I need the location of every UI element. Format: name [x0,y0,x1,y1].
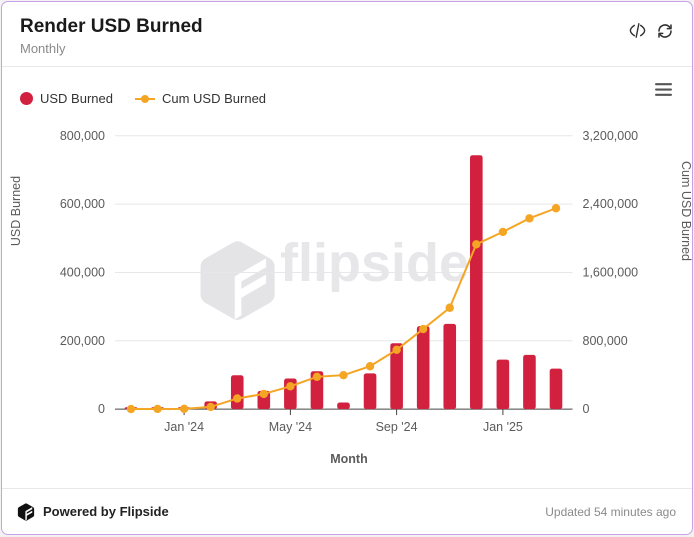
svg-text:2,400,000: 2,400,000 [583,197,639,211]
svg-text:May '24: May '24 [269,420,312,434]
svg-text:3,200,000: 3,200,000 [583,129,639,143]
svg-text:0: 0 [583,402,590,416]
svg-text:Sep '24: Sep '24 [376,420,418,434]
svg-text:800,000: 800,000 [60,129,105,143]
svg-text:1,600,000: 1,600,000 [583,265,639,279]
svg-text:400,000: 400,000 [60,265,105,279]
svg-text:600,000: 600,000 [60,197,105,211]
svg-text:800,000: 800,000 [583,334,628,348]
svg-text:0: 0 [98,402,105,416]
svg-text:Jan '25: Jan '25 [483,420,523,434]
svg-text:Jan '24: Jan '24 [164,420,204,434]
svg-text:200,000: 200,000 [60,334,105,348]
